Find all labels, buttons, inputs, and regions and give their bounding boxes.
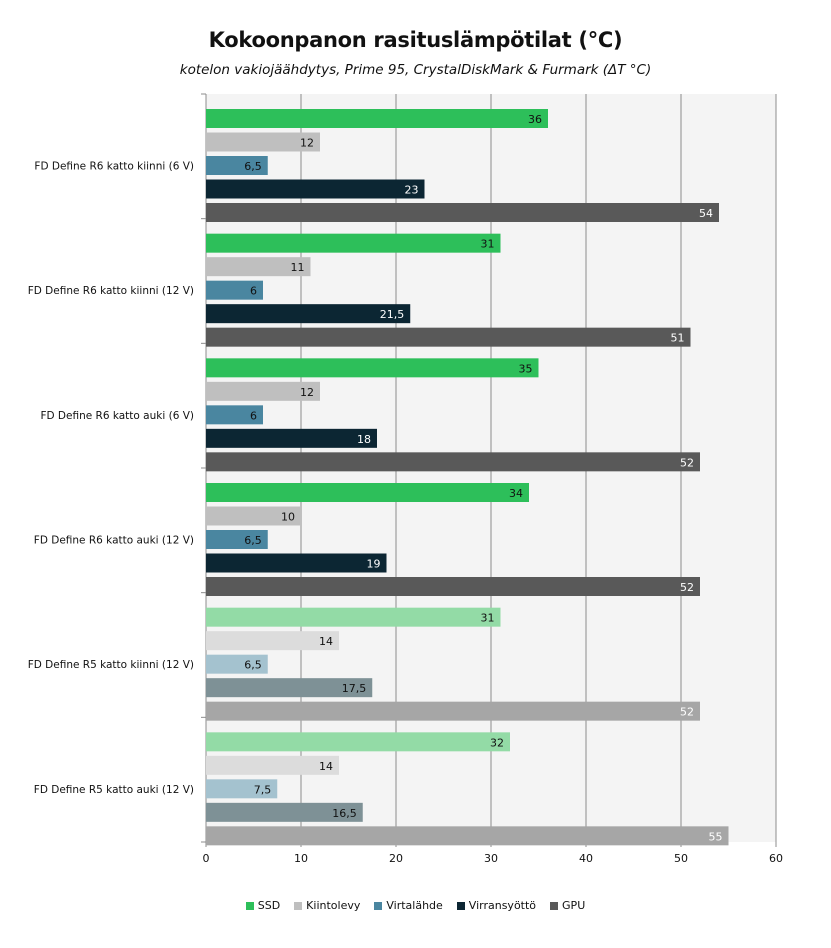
bar (206, 607, 501, 627)
bar (206, 701, 700, 721)
bar (206, 132, 320, 152)
bar (206, 428, 377, 448)
bar (206, 678, 373, 698)
bar (206, 530, 268, 549)
x-tick-label: 0 (203, 852, 210, 865)
category-label: FD Define R5 katto kiinni (12 V) (28, 659, 194, 671)
bar (206, 358, 539, 378)
bar (206, 779, 278, 799)
chart-plot: 0 10 20 30 40 50 60 36 12 6,5 23 54 FD Define R6 kat… (28, 93, 783, 865)
data-label: 55 (709, 830, 723, 843)
data-label: 52 (680, 581, 694, 594)
category-label: FD Define R6 katto kiinni (6 V) (34, 161, 194, 173)
category-label: FD Define R5 katto auki (12 V) (34, 784, 194, 796)
data-label: 6 (250, 409, 257, 422)
chart-subtitle: kotelon vakiojäähdytys, Prime 95, Crysta… (179, 62, 652, 78)
data-label: 23 (405, 184, 419, 197)
data-label: 14 (319, 760, 333, 773)
data-label: 52 (680, 456, 694, 469)
bar (206, 755, 339, 775)
bar (206, 802, 363, 822)
data-label: 6,5 (244, 659, 262, 672)
data-label: 14 (319, 635, 333, 648)
data-label: 10 (281, 511, 295, 524)
x-tick-label: 40 (579, 852, 593, 865)
legend-item: Kiintolevy (294, 899, 360, 912)
legend-swatch (245, 901, 254, 910)
bar (206, 826, 729, 846)
legend-label: GPU (562, 899, 586, 912)
chart-title: Kokoonpanon rasituslämpötilat (°C) (208, 28, 623, 52)
data-label: 34 (509, 487, 523, 500)
bar (206, 405, 263, 425)
bar (206, 257, 311, 277)
legend-label: Virtalähde (386, 899, 443, 912)
bar (206, 179, 425, 199)
legend-swatch (294, 901, 303, 910)
data-label: 16,5 (332, 807, 357, 820)
data-label: 51 (671, 332, 685, 345)
x-tick-label: 50 (674, 852, 688, 865)
data-label: 6,5 (244, 534, 262, 547)
data-label: 19 (367, 558, 381, 571)
bar (206, 732, 510, 752)
x-tick-label: 60 (769, 852, 783, 865)
legend-label: SSD (257, 899, 281, 912)
bar (206, 553, 387, 573)
bar (206, 381, 320, 401)
bar (206, 233, 501, 253)
data-label: 52 (680, 706, 694, 719)
data-label: 36 (528, 113, 542, 126)
data-label: 31 (481, 612, 495, 625)
legend-swatch (550, 901, 559, 910)
legend-swatch (456, 901, 465, 910)
legend-item: SSD (245, 899, 281, 912)
data-label: 21,5 (380, 308, 405, 321)
legend-swatch (374, 901, 383, 910)
legend-label: Virransyöttö (468, 899, 537, 912)
data-label: 11 (291, 261, 305, 274)
data-label: 31 (481, 238, 495, 251)
bar (206, 506, 301, 526)
data-label: 54 (699, 207, 713, 220)
legend-item: Virransyöttö (456, 899, 537, 912)
bar (206, 577, 700, 596)
data-label: 12 (300, 137, 314, 150)
bar (206, 654, 268, 674)
x-tick-label: 10 (294, 852, 308, 865)
bar (206, 109, 548, 128)
data-label: 6,5 (244, 160, 262, 173)
data-label: 35 (519, 362, 533, 375)
category-label: FD Define R6 katto auki (12 V) (34, 535, 194, 547)
bar (206, 203, 719, 222)
bar (206, 156, 268, 175)
bar (206, 452, 700, 472)
data-label: 7,5 (254, 783, 272, 796)
data-label: 12 (300, 386, 314, 399)
data-label: 18 (357, 433, 371, 446)
legend: SSD Kiintolevy Virtalähde Virransyöttö GPU (0, 899, 831, 912)
bar (206, 280, 263, 300)
x-tick-label: 30 (484, 852, 498, 865)
bar (206, 304, 411, 324)
data-label: 17,5 (342, 682, 367, 695)
legend-item: Virtalähde (374, 899, 443, 912)
legend-label: Kiintolevy (306, 899, 361, 912)
bar (206, 631, 339, 651)
data-label: 32 (490, 736, 504, 749)
x-tick-label: 20 (389, 852, 403, 865)
legend-item: GPU (550, 899, 585, 912)
category-label: FD Define R6 katto auki (6 V) (40, 410, 194, 422)
data-label: 6 (250, 285, 257, 298)
bar (206, 327, 691, 347)
bar (206, 483, 529, 502)
category-label: FD Define R6 katto kiinni (12 V) (28, 285, 194, 297)
